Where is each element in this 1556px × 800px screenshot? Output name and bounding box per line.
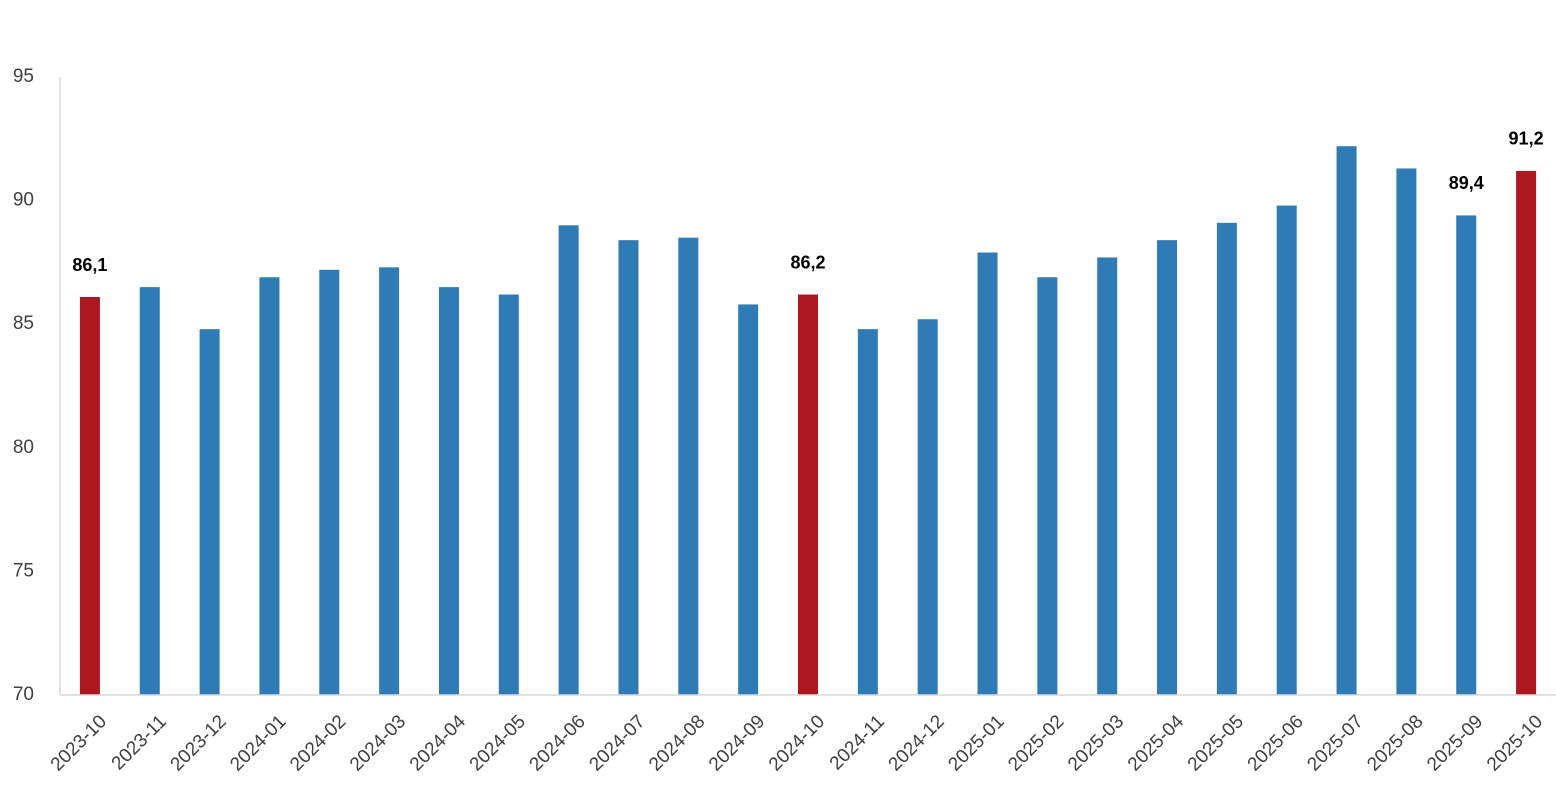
y-tick-label: 85 (13, 313, 34, 334)
x-tick-label: 2025-03 (1064, 711, 1128, 775)
x-tick-label: 2024-10 (765, 711, 829, 775)
bar (438, 287, 459, 695)
bar (1157, 240, 1178, 696)
y-tick-label: 70 (13, 684, 34, 705)
bar (857, 329, 878, 695)
bar (618, 240, 639, 696)
y-tick-label: 90 (13, 190, 34, 211)
value-label: 86,1 (72, 255, 107, 275)
x-tick-label: 2024-01 (226, 711, 290, 775)
x-tick-label: 2023-10 (47, 711, 111, 775)
x-tick-label: 2025-05 (1184, 711, 1248, 775)
bar (199, 329, 220, 695)
bar (678, 237, 699, 695)
value-label: 86,2 (790, 252, 825, 272)
bar (79, 297, 100, 695)
y-tick-label: 75 (13, 560, 34, 581)
bar (1097, 257, 1118, 695)
bar (1216, 222, 1237, 695)
x-tick-label: 2025-08 (1363, 711, 1427, 775)
x-tick-label: 2025-09 (1423, 711, 1487, 775)
x-tick-label: 2024-09 (705, 711, 769, 775)
x-tick-label: 2024-08 (645, 711, 709, 775)
y-tick-label: 95 (13, 66, 34, 87)
x-tick-label: 2025-07 (1303, 711, 1367, 775)
bar (798, 294, 818, 695)
bar (1276, 205, 1297, 695)
x-tick-label: 2025-10 (1483, 711, 1547, 775)
bar (379, 267, 400, 695)
x-tick-label: 2025-06 (1244, 711, 1308, 775)
x-tick-label: 2024-11 (826, 711, 889, 774)
x-tick-label: 2025-02 (1004, 711, 1068, 775)
x-tick-label: 2024-02 (286, 711, 350, 775)
bar (1037, 277, 1058, 695)
bar (917, 319, 938, 695)
bar (1336, 146, 1357, 695)
value-label: 89,4 (1449, 173, 1484, 193)
bar (977, 252, 998, 695)
value-label: 91,2 (1509, 129, 1544, 149)
x-tick-label: 2024-04 (406, 711, 470, 775)
bar (1396, 168, 1417, 696)
x-tick-label: 2025-01 (944, 711, 1008, 775)
x-tick-label: 2023-11 (108, 711, 171, 774)
y-tick-label: 80 (13, 437, 34, 458)
bar (558, 225, 579, 695)
x-tick-label: 2024-06 (526, 711, 590, 775)
x-tick-label: 2024-03 (346, 711, 410, 775)
bar (1456, 215, 1477, 695)
bar (259, 277, 280, 695)
bar (738, 304, 759, 695)
x-tick-label: 2024-05 (466, 711, 530, 775)
bar (1516, 170, 1537, 695)
x-tick-label: 2024-07 (585, 711, 649, 775)
bar (498, 294, 519, 695)
x-tick-label: 2023-12 (167, 711, 231, 775)
bar (139, 287, 160, 695)
x-tick-label: 2025-04 (1124, 711, 1188, 775)
bar (319, 269, 340, 695)
x-tick-label: 2024-12 (885, 711, 949, 775)
